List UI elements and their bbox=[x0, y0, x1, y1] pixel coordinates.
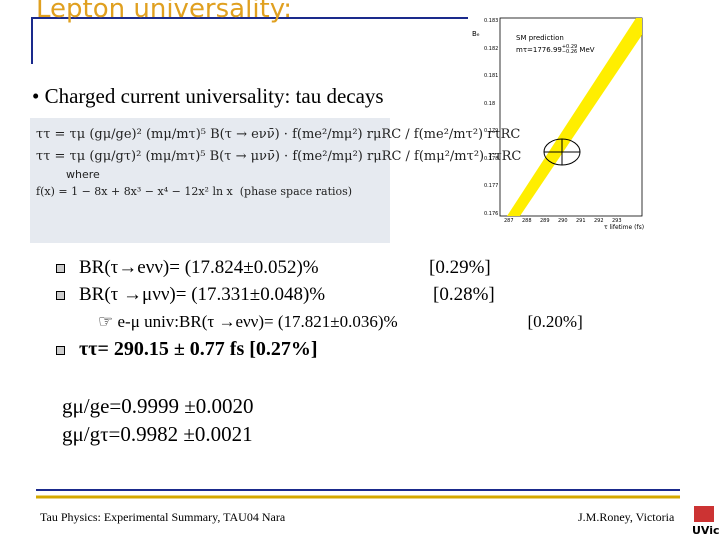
plot-xlabel: τ lifetime (fs) bbox=[604, 224, 645, 231]
item-text: BR(τ →μνν)= (17.331±0.048)% bbox=[79, 284, 326, 305]
where: where bbox=[66, 168, 100, 181]
x-tick-label: 287 bbox=[504, 218, 514, 224]
mass-unit: MeV bbox=[579, 46, 595, 54]
y-tick-label: 0.179 bbox=[484, 128, 499, 134]
item-text: BR(τ→eνν)= (17.824±0.052)% bbox=[79, 257, 319, 278]
logo: UVic bbox=[692, 524, 720, 537]
x-tick-label: 292 bbox=[594, 218, 604, 224]
sub-note: [0.20%] bbox=[527, 312, 583, 331]
y-tick-label: 0.18 bbox=[484, 100, 496, 107]
y-tick-label: 0.182 bbox=[484, 45, 499, 52]
legend-title: SM prediction bbox=[516, 34, 564, 42]
y-tick-label: 0.183 bbox=[484, 18, 499, 24]
x-tick-label: 289 bbox=[540, 218, 550, 224]
x-tick-label: 291 bbox=[576, 218, 586, 224]
plot-ylabel: Bₑ bbox=[472, 30, 480, 38]
fdef: f(x) = 1 − 8x + 8x³ − x⁴ − 12x² ln x (ph… bbox=[36, 181, 521, 203]
sub-item: ☞ e-μ univ:BR(τ →eνν)= (17.821±0.036)% [0… bbox=[98, 312, 583, 331]
bullet: • Charged current universality: tau deca… bbox=[32, 84, 384, 108]
x-tick-label: 293 bbox=[612, 218, 622, 224]
lifetime-item: ττ= 290.15 ± 0.77 fs [0.27%] bbox=[56, 338, 318, 361]
formula-line: ττ = τμ (gμ/gτ)² (mμ/mτ)⁵ B(τ → μνν̄) · … bbox=[36, 149, 522, 164]
list-item: BR(τ→eνν)= (17.824±0.052)% [0.29%] bbox=[56, 254, 495, 281]
fdef-text: f(x) = 1 − 8x + 8x³ − x⁴ − 12x² ln x bbox=[36, 185, 233, 198]
legend-mass: mτ=1776.99+0.29 −0.26 MeV bbox=[516, 45, 595, 55]
item-note: [0.29%] bbox=[429, 257, 491, 278]
mass-down: −0.26 bbox=[561, 49, 578, 55]
ratio: gμ/gτ=0.9982 ±0.0021 bbox=[62, 422, 253, 446]
y-tick-label: 0.181 bbox=[484, 73, 499, 79]
ratios: gμ/ge=0.9999 ±0.0020 gμ/gτ=0.9982 ±0.002… bbox=[62, 392, 254, 448]
fnote: (phase space ratios) bbox=[239, 185, 353, 198]
lifetime: ττ= 290.15 ± 0.77 fs [0.27%] bbox=[79, 338, 318, 360]
mass-up: +0.29 bbox=[561, 44, 578, 50]
footer-right: J.M.Roney, Victoria bbox=[578, 510, 675, 524]
x-tick-label: 288 bbox=[522, 218, 532, 224]
formula: ττ = τμ (gμ/ge)² (mμ/mτ)⁵ B(τ → eνν̄) · … bbox=[36, 124, 521, 203]
ratio: gμ/ge=0.9999 ±0.0020 bbox=[62, 394, 254, 418]
mass: mτ=1776.99 bbox=[516, 46, 562, 54]
y-tick-label: 0.176 bbox=[484, 210, 499, 217]
y-tick-label: 0.177 bbox=[484, 183, 499, 189]
list: BR(τ→eνν)= (17.824±0.052)% [0.29%] BR(τ →… bbox=[56, 254, 495, 308]
x-tick-label: 290 bbox=[558, 218, 568, 224]
formula-line: ττ = τμ (gμ/ge)² (mμ/mτ)⁵ B(τ → eνν̄) · … bbox=[36, 127, 521, 142]
list-item: BR(τ →μνν)= (17.331±0.048)% [0.28%] bbox=[56, 281, 495, 308]
title: Lepton universality: bbox=[36, 0, 293, 24]
y-tick-label: 0.178 bbox=[484, 155, 499, 162]
sub-text: e-μ univ:BR(τ →eνν)= (17.821±0.036)% bbox=[117, 312, 398, 331]
item-note: [0.28%] bbox=[433, 284, 495, 305]
bullet-text: Charged current universality: tau decays bbox=[44, 84, 384, 108]
footer-left: Tau Physics: Experimental Summary, TAU04… bbox=[40, 510, 286, 524]
